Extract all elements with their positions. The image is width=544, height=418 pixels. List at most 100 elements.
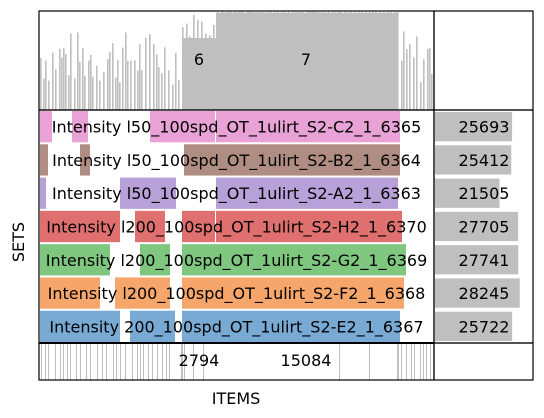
item-line <box>401 344 402 380</box>
top-right-frame <box>433 10 534 111</box>
item-line <box>102 344 103 380</box>
intersection-bar <box>161 73 163 110</box>
item-line <box>125 344 126 380</box>
intersection-bar <box>149 34 151 110</box>
intersection-bar-label: 6 <box>194 50 204 69</box>
set-matrix-panel: Intensity l50_100spd_OT_1ulirt_S2-C2_1_6… <box>40 111 427 342</box>
intersection-bar <box>403 31 405 111</box>
item-line <box>426 344 427 380</box>
set-size-bar <box>435 178 500 208</box>
set-membership-band <box>184 144 400 176</box>
set-size-label: 27741 <box>459 251 510 270</box>
panel-frames <box>38 10 534 381</box>
item-line <box>120 344 121 380</box>
intersection-bar <box>431 73 433 110</box>
intersection-bar <box>153 43 155 111</box>
item-line <box>423 344 424 380</box>
intersection-bar <box>82 48 84 110</box>
set-membership-band <box>40 277 100 309</box>
set-membership-band <box>135 210 165 243</box>
intersection-bar <box>77 32 79 110</box>
item-line <box>406 344 407 380</box>
intersection-bar <box>134 60 136 110</box>
intersection-bar <box>45 60 47 110</box>
set-membership-band <box>216 111 400 143</box>
set-membership-band <box>80 144 90 176</box>
intersection-bar <box>172 84 174 110</box>
intersection-bar <box>156 54 158 110</box>
set-size-bar <box>435 245 519 275</box>
set-size-bar <box>435 278 520 308</box>
set-membership-band <box>182 277 404 309</box>
item-line <box>193 344 194 380</box>
item-line <box>116 344 117 380</box>
item-line <box>184 344 185 380</box>
item-line <box>60 344 61 380</box>
item-count-label: 2794 <box>179 351 220 370</box>
item-line <box>140 344 141 380</box>
item-line <box>55 344 56 380</box>
item-line <box>80 344 81 380</box>
set-membership-band <box>216 177 398 209</box>
set-membership-band <box>40 310 120 342</box>
set-size-label: 28245 <box>459 284 510 303</box>
intersection-bar <box>74 78 76 110</box>
item-line <box>143 344 144 380</box>
item-line <box>203 344 204 380</box>
intersection-bar <box>413 57 415 110</box>
set-membership-band <box>216 210 402 243</box>
intersection-bar <box>423 59 425 110</box>
item-line <box>420 344 421 380</box>
intersection-bar <box>178 80 180 110</box>
intersection-bar <box>48 80 50 110</box>
item-line <box>70 344 71 380</box>
set-label: Intensity l50_100spd_OT_1ulirt_S2-A2_1_6… <box>52 184 421 204</box>
intersection-bar <box>65 54 67 110</box>
intersection-bar <box>109 51 111 110</box>
intersection-bar <box>127 60 129 110</box>
set-label: Intensity l200_100spd_OT_1ulirt_S2-G2_1_… <box>46 251 428 271</box>
item-line <box>162 344 163 380</box>
item-line <box>63 344 64 380</box>
x-axis-label: ITEMS <box>212 389 261 408</box>
set-membership-band <box>40 210 120 243</box>
intersection-bar <box>68 75 70 110</box>
intersection-bar <box>70 33 72 110</box>
set-label: Intensity l200_100spd_OT_1ulirt_S2-H2_1_… <box>46 218 427 238</box>
item-line <box>48 344 49 380</box>
set-membership-band <box>182 310 400 342</box>
intersection-bar <box>130 60 132 110</box>
intersection-bar <box>409 43 411 110</box>
intersection-bar <box>137 70 139 110</box>
intersection-bar <box>61 57 63 110</box>
item-line <box>137 344 138 380</box>
item-line <box>106 344 107 380</box>
intersection-bar-large <box>216 13 397 110</box>
item-count-panel: 2794 15084 <box>41 344 431 380</box>
set-membership-band <box>130 310 175 342</box>
intersection-bar <box>119 82 121 110</box>
intersection-bar <box>416 36 418 110</box>
intersection-bar <box>429 47 431 110</box>
intersection-bar <box>55 69 57 110</box>
set-size-bar <box>435 311 513 341</box>
set-size-label: 27705 <box>459 218 510 237</box>
intersection-bar <box>115 77 117 110</box>
intersection-bar <box>141 70 143 110</box>
item-line <box>148 344 149 380</box>
item-line <box>430 344 431 380</box>
intersection-bar <box>145 37 147 111</box>
intersection-bar <box>122 47 124 110</box>
set-size-bar <box>435 112 513 142</box>
item-line <box>181 344 183 380</box>
intersection-bar <box>401 60 403 110</box>
intersection-bar <box>99 80 101 110</box>
set-label: Intensity l200_100spd_OT_1ulirt_S2-F2_1_… <box>48 284 426 304</box>
set-membership-band <box>40 144 48 176</box>
intersection-bar <box>117 60 119 110</box>
intersection-bar <box>406 49 408 110</box>
set-label: Intensity l50_100spd_OT_1ulirt_S2-B2_1_6… <box>52 151 421 171</box>
set-label: Intensity 200_100spd_OT_1ulirt_S2-E2_1_6… <box>49 317 423 337</box>
intersection-bar <box>84 75 86 110</box>
